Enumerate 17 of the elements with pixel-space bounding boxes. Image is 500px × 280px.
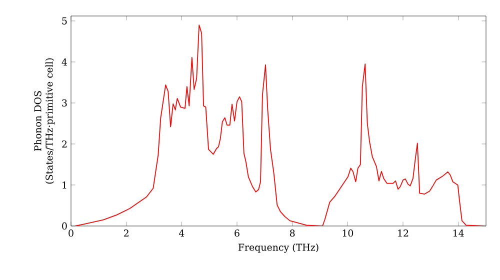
y-tick-label: 1 [62, 181, 66, 188]
x-tick-label: 10 [342, 230, 354, 237]
x-tick-label: 2 [124, 230, 128, 237]
x-tick-label: 12 [398, 230, 408, 237]
y-tick-label: 3 [62, 99, 67, 107]
x-tick-label: 14 [453, 230, 464, 237]
x-tick-label: 0 [68, 230, 74, 237]
x-axis-title: Frequency (THz) [238, 244, 318, 253]
line-series [74, 24, 486, 226]
x-tick-label: 8 [290, 230, 295, 237]
y-tick-label: 5 [62, 17, 67, 24]
x-tick-label: 6 [234, 230, 240, 237]
y-tick-label: 2 [62, 140, 67, 148]
x-tick-label: 4 [178, 230, 184, 237]
y-tick-label: 0 [62, 222, 67, 230]
y-tick-label: 4 [62, 58, 68, 66]
y-axis-title: Phonon DOS (States/THz·primitive cell) [34, 58, 55, 184]
